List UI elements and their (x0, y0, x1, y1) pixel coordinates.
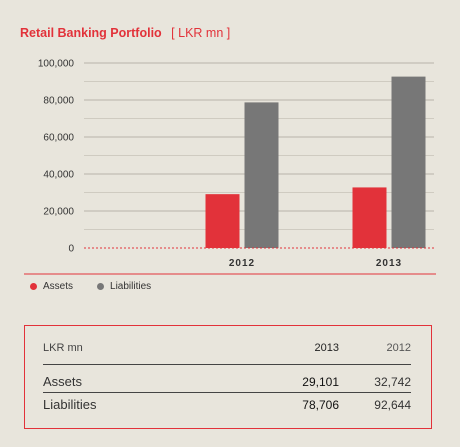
table-cell: 32,742 (374, 375, 411, 389)
table-divider (43, 364, 411, 365)
table-header-col1: 2013 (314, 342, 339, 354)
table-cell: 78,706 (302, 398, 339, 412)
y-tick-label: 0 (68, 244, 74, 255)
chart-title: Retail Banking Portfolio [ LKR mn ] (20, 26, 230, 40)
bar-assets-2013 (352, 187, 387, 248)
x-tick-label: 2013 (376, 258, 402, 269)
data-table: LKR mn 2013 2012 Assets 29,101 32,742 Li… (24, 325, 432, 429)
table-divider (43, 392, 411, 393)
legend-assets-dot (30, 283, 37, 290)
legend-item-liabilities: Liabilities (97, 281, 151, 292)
y-tick-label: 20,000 (43, 207, 74, 218)
table-header: LKR mn 2013 2012 (43, 342, 411, 354)
chart-title-main: Retail Banking Portfolio (20, 26, 162, 40)
bar-assets-2012 (205, 194, 240, 248)
y-tick-label: 100,000 (38, 59, 75, 70)
table-header-label: LKR mn (43, 342, 83, 354)
table-header-col2: 2012 (386, 342, 411, 354)
chart-legend: Assets Liabilities (30, 281, 151, 292)
bar-liabilities-2013 (391, 76, 426, 248)
legend-liabilities-label: Liabilities (110, 281, 152, 292)
bar-liabilities-2012 (244, 102, 279, 249)
table-row-label: Assets (43, 374, 83, 389)
table-row: Assets 29,101 32,742 (43, 374, 411, 389)
y-tick-label: 60,000 (43, 133, 74, 144)
legend-assets-label: Assets (43, 281, 74, 292)
bar-chart: 0 20,000 40,000 60,000 80,000 100,000 2012 2013 (24, 59, 436, 275)
table-cell: 29,101 (302, 375, 339, 389)
chart-title-unit: [ LKR mn ] (171, 26, 231, 40)
table-cell: 92,644 (374, 398, 411, 412)
y-tick-label: 40,000 (43, 170, 74, 181)
table-row: Liabilities 78,706 92,644 (43, 397, 411, 412)
legend-item-assets: Assets (30, 281, 73, 292)
x-tick-label: 2012 (229, 258, 255, 269)
y-tick-label: 80,000 (43, 96, 74, 107)
table-row-label: Liabilities (43, 397, 97, 412)
legend-liabilities-dot (97, 283, 105, 290)
